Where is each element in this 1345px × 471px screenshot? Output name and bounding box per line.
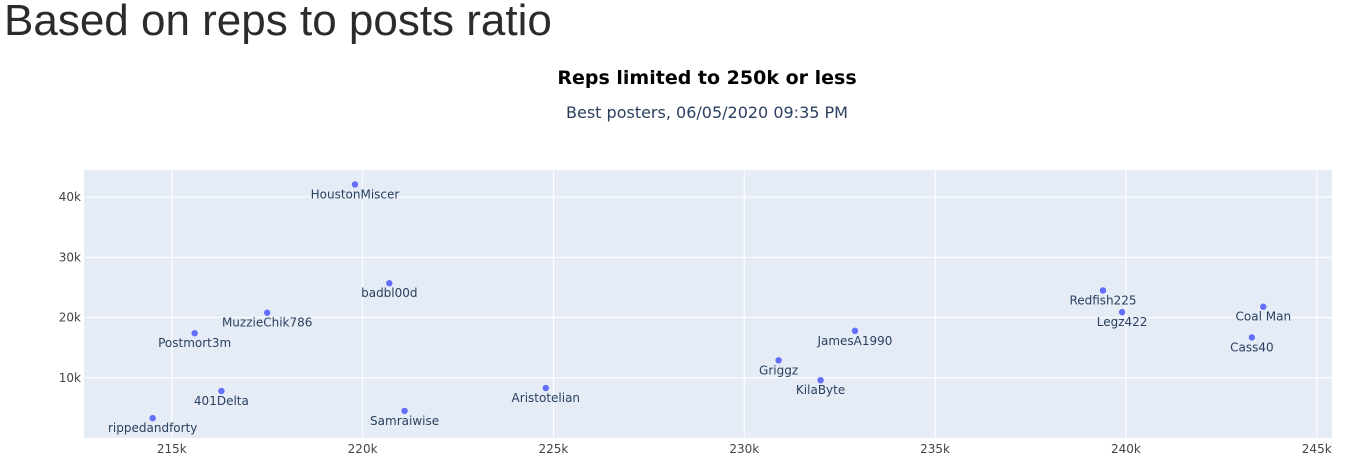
chart-title: Reps limited to 250k or less xyxy=(557,67,856,89)
point-label: MuzzieChik786 xyxy=(222,316,312,330)
y-tick-label: 30k xyxy=(59,250,81,264)
chart-subtitle: Best posters, 06/05/2020 09:35 PM xyxy=(566,103,848,122)
data-point[interactable] xyxy=(1248,334,1256,341)
x-tick-label: 220k xyxy=(348,442,378,456)
y-tick-label: 10k xyxy=(59,371,81,385)
point-label: Aristotelian xyxy=(512,391,581,405)
data-points: HoustonMiscer badbl00d MuzzieChik786 Postmo… xyxy=(108,181,1291,435)
x-tick-label: 230k xyxy=(729,442,759,456)
data-point[interactable] xyxy=(263,309,271,316)
data-point[interactable] xyxy=(218,387,225,395)
data-point[interactable] xyxy=(386,280,393,287)
point-label: KilaByte xyxy=(796,383,845,397)
data-point[interactable] xyxy=(817,376,824,384)
point-label: Coal Man xyxy=(1236,310,1292,324)
data-point[interactable] xyxy=(401,407,408,415)
point-label: HoustonMiscer xyxy=(311,187,400,201)
x-tick-label: 225k xyxy=(539,442,569,456)
axis-ticks: 215k 220k 225k 230k 235k 240k 245k 10k 20k 30k 40k xyxy=(59,190,1332,456)
data-point[interactable] xyxy=(1099,287,1107,294)
data-point[interactable] xyxy=(775,357,782,364)
x-tick-label: 240k xyxy=(1111,442,1141,456)
x-tick-label: 245k xyxy=(1302,442,1332,456)
plot-area xyxy=(84,170,1332,438)
data-point[interactable] xyxy=(191,330,198,337)
data-point[interactable] xyxy=(851,327,859,334)
data-point[interactable] xyxy=(1260,303,1267,310)
data-point[interactable] xyxy=(1118,308,1126,316)
point-label: badbl00d xyxy=(361,286,417,300)
point-label: Cass40 xyxy=(1230,340,1274,354)
y-tick-label: 20k xyxy=(59,311,81,325)
data-point[interactable] xyxy=(542,384,549,392)
point-label: Griggz xyxy=(759,363,798,377)
point-label: rippedandforty xyxy=(108,421,197,435)
x-tick-label: 215k xyxy=(157,442,187,456)
x-tick-label: 235k xyxy=(920,442,950,456)
y-tick-label: 40k xyxy=(59,190,81,204)
point-label: Samraiwise xyxy=(370,414,439,428)
gridlines xyxy=(84,170,1332,438)
data-point[interactable] xyxy=(149,414,156,422)
point-label: Postmort3m xyxy=(158,336,231,350)
point-label: JamesA1990 xyxy=(816,334,892,348)
point-label: Legz422 xyxy=(1097,315,1148,329)
point-label: 401Delta xyxy=(194,394,249,408)
data-point[interactable] xyxy=(351,181,359,188)
page-heading: Based on reps to posts ratio xyxy=(4,0,552,45)
point-label: Redfish225 xyxy=(1069,293,1136,307)
